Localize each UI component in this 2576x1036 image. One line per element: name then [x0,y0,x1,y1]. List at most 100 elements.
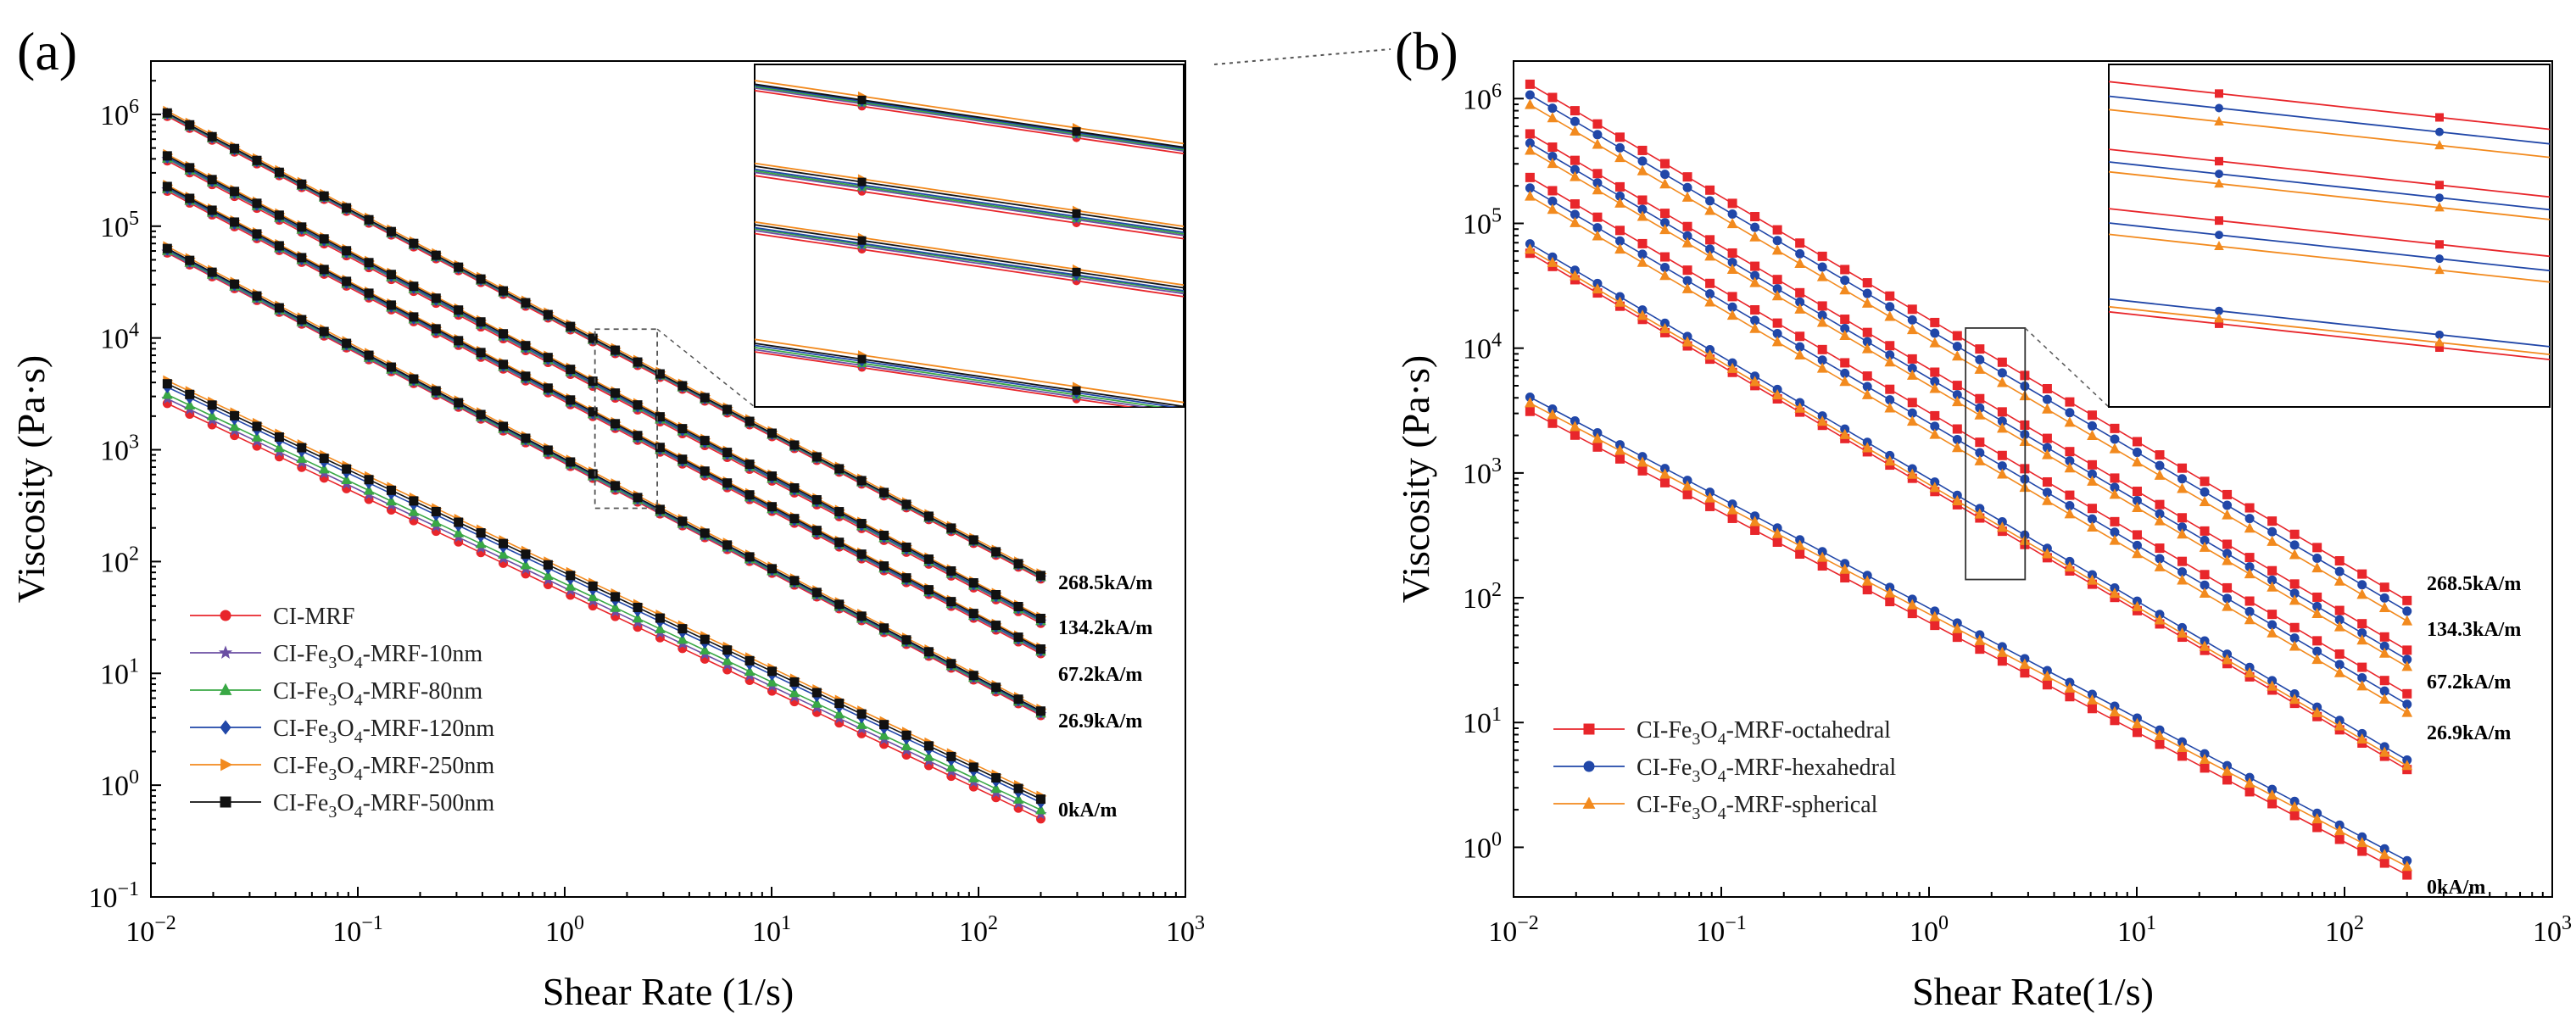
data-point [1974,363,1986,374]
data-point [1997,407,2007,417]
data-point [1705,185,1715,195]
data-point [1816,316,1828,327]
data-point [1636,309,1648,320]
data-point [2289,622,2300,632]
data-point [2401,706,2413,717]
series-line [166,153,1041,618]
data-point [1525,172,1535,182]
data-point [2087,504,2097,514]
data-point [1930,317,1940,327]
legend-label: CI-Fe3O4-MRF-120nm [273,716,494,747]
data-point [1839,284,1851,295]
data-point [1952,331,1962,341]
data-point [566,365,576,375]
data-point [1840,358,1850,368]
data-point [1660,477,1670,487]
data-point [1952,381,1962,391]
data-point [1659,270,1670,281]
data-point [1681,237,1693,248]
inset-series-line [2109,161,2550,211]
field-strength-label: 268.5kA/m [1058,572,1152,594]
data-point [1862,327,1872,337]
data-point [991,547,1001,557]
data-point [1884,310,1896,321]
data-point [1839,376,1851,387]
data-point [2312,543,2322,553]
data-point [2065,490,2075,500]
series-line [166,155,1041,620]
data-point [1681,282,1693,293]
data-point [2289,640,2300,651]
inset-data-point [2215,103,2223,113]
data-point [162,181,172,192]
data-point [1592,230,1603,241]
data-point [1817,301,1827,311]
data-point [901,573,912,583]
data-point [408,505,420,516]
series-line [166,190,1041,654]
data-point [2289,579,2300,589]
data-point [1660,159,1670,169]
data-point [744,552,755,562]
data-point [1525,90,1535,100]
data-point [2177,574,2188,585]
data-point [230,410,240,421]
data-point [521,298,531,308]
inset-series-line [755,86,1184,151]
data-point [566,321,576,331]
series-line [166,186,1041,650]
data-point [2042,476,2052,487]
data-point [2311,562,2322,573]
data-point [789,483,800,493]
y-tick-label: 100 [1463,828,1502,864]
data-point [2402,645,2412,655]
data-point [1951,622,1963,633]
data-point [1862,288,1872,298]
data-point [2110,516,2120,526]
data-point [162,379,172,389]
data-point [1997,656,2007,666]
data-point [2222,775,2233,785]
data-point [946,751,956,761]
legend-marker [220,610,231,621]
data-point [341,473,352,484]
data-point [520,559,532,570]
inset-data-point [2215,216,2223,226]
data-point [2199,541,2211,552]
data-point [1974,508,1986,519]
data-point [543,560,553,570]
data-point [386,362,396,372]
inset-series-line [2109,310,2550,360]
data-point [2087,521,2098,532]
data-point [364,214,374,225]
data-point [2333,575,2345,586]
data-point [633,400,643,410]
data-point [184,398,196,410]
data-point [1771,290,1783,301]
x-tick-label: 103 [1166,912,1205,948]
data-point [700,393,710,403]
data-point [2333,720,2345,731]
data-point [1975,354,1985,365]
legend-marker [218,645,233,659]
plot-area [1525,79,2413,880]
series-line [166,248,1041,713]
series-line [1529,187,2408,705]
legend-label: CI-Fe3O4-MRF-hexahedral [1636,755,1896,786]
data-point [1794,303,1805,314]
data-point [1013,632,1023,643]
inset-data-point [1072,127,1081,136]
data-point [1839,428,1851,439]
data-point [2087,475,2098,486]
data-point [297,315,307,325]
data-point [1637,195,1648,205]
data-point [1840,265,1850,275]
data-point [2177,741,2188,753]
data-point [1817,262,1827,272]
data-point [879,487,889,498]
data-point [2222,509,2233,520]
data-point [342,203,352,213]
inset-series-line [755,343,1184,407]
data-point [611,481,621,491]
data-point [1659,468,1670,479]
